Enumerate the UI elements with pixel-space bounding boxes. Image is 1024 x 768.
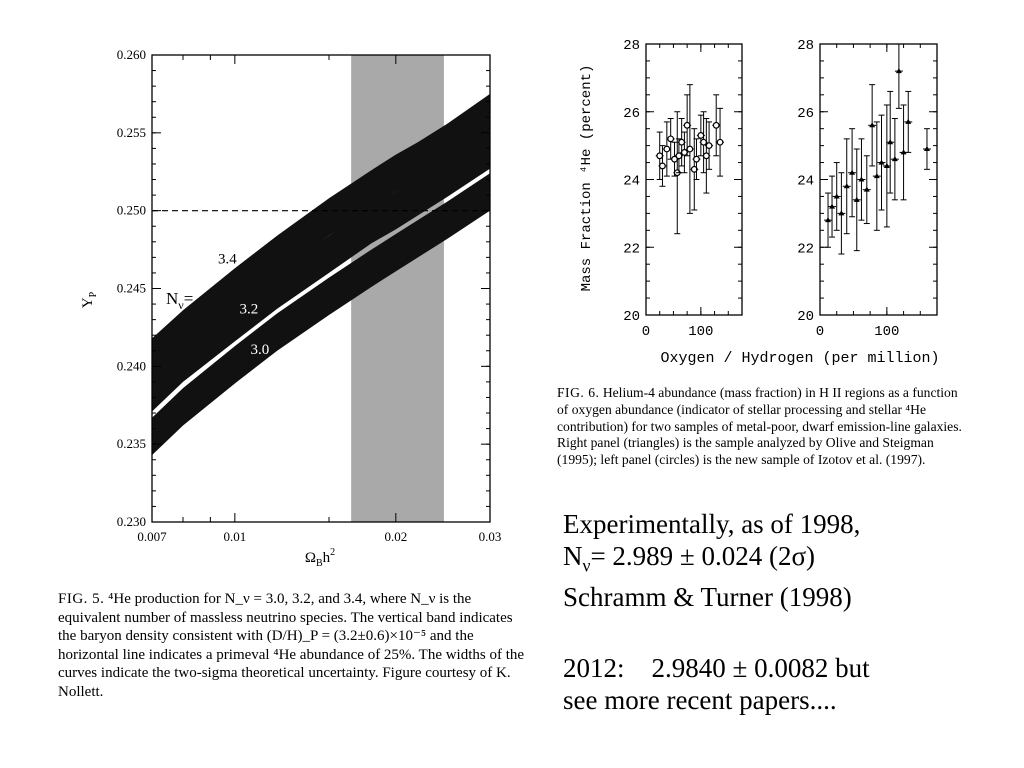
fig5-chart: 0.230 0.235 0.240 0.245 0.250 0.255 0.260 0.007… bbox=[80, 47, 502, 569]
data-point-circle bbox=[716, 138, 724, 146]
data-point-circle bbox=[690, 165, 698, 173]
fig5-nu-label: Nν= bbox=[166, 289, 193, 312]
data-point-triangle bbox=[833, 193, 840, 199]
data-point-circle bbox=[705, 142, 713, 150]
curve-nu-3.2 bbox=[152, 131, 490, 412]
curve-label-3.0: 3.0 bbox=[251, 342, 270, 358]
fig5-xlabel: ΩBh2 bbox=[305, 547, 335, 569]
data-point-circle bbox=[667, 135, 675, 143]
data-point-circle bbox=[675, 152, 683, 160]
data-point-circle bbox=[702, 152, 710, 160]
panel-frame bbox=[819, 43, 938, 316]
data-point-triangle bbox=[853, 196, 860, 202]
fig5-ylabel: YP bbox=[80, 291, 99, 308]
data-point-triangle bbox=[900, 149, 907, 155]
data-point-triangle bbox=[883, 162, 890, 168]
data-point-circle bbox=[663, 145, 671, 153]
data-point-circle bbox=[693, 155, 700, 163]
data-point-circle bbox=[712, 121, 720, 129]
data-point-circle bbox=[659, 162, 666, 170]
panel-ytick-label: 26 bbox=[623, 106, 640, 122]
fig5-ytick-label: 0.260 bbox=[117, 47, 146, 62]
data-point-circle bbox=[686, 145, 694, 153]
panel-ytick-label: 20 bbox=[623, 309, 640, 325]
panel-xtick-label: 100 bbox=[688, 324, 713, 340]
fig6-caption-label: FIG. 6. bbox=[557, 385, 600, 400]
data-point-circle bbox=[678, 138, 686, 146]
fig6-chart: 20 22 24 26 28 0 100 20 22 24 26 28 0 100 Mass Fract… bbox=[579, 38, 940, 367]
panel-ytick-label: 22 bbox=[797, 241, 814, 257]
fig6-ylabel: Mass Fraction ⁴He (percent) bbox=[579, 65, 595, 292]
curve-nu-3.4 bbox=[152, 93, 490, 376]
panel-ytick-label: 26 bbox=[797, 106, 814, 122]
panel-xtick-label: 100 bbox=[874, 324, 899, 340]
exp-line-1: Experimentally, as of 1998, bbox=[563, 509, 861, 539]
experimental-result-block: Experimentally, as of 1998, Nν= 2.989 ± … bbox=[563, 508, 1013, 613]
curve-nu-3.0 bbox=[152, 173, 490, 456]
curve-label-3.4: 3.4 bbox=[218, 252, 237, 268]
data-point-circle bbox=[680, 148, 688, 156]
fig6-xlabel: Oxygen / Hydrogen (per million) bbox=[660, 350, 939, 367]
panel-ytick-label: 28 bbox=[797, 38, 814, 54]
exp-line-3: Schramm & Turner (1998) bbox=[563, 582, 852, 613]
panel-ytick-label: 24 bbox=[623, 174, 640, 190]
fig6-left-panel: 20 22 24 26 28 0 100 bbox=[623, 38, 743, 340]
data-point-circle bbox=[683, 121, 691, 129]
fig5-ytick-label: 0.250 bbox=[117, 203, 146, 218]
data-point-circle bbox=[697, 132, 705, 139]
panel-ytick-label: 24 bbox=[797, 174, 814, 190]
recent-line-1: 2012: 2.9840 ± 0.0082 but bbox=[563, 653, 870, 683]
fig5-xtick-label: 0.02 bbox=[384, 529, 407, 544]
panel-ytick-label: 20 bbox=[797, 309, 814, 325]
fig5-ytick-label: 0.245 bbox=[117, 281, 146, 296]
data-point-triangle bbox=[863, 186, 870, 192]
data-point-triangle bbox=[887, 139, 894, 145]
data-point-triangle bbox=[858, 176, 865, 182]
data-point-triangle bbox=[869, 122, 876, 128]
data-point-triangle bbox=[838, 210, 845, 216]
panel-ytick-label: 22 bbox=[623, 241, 640, 257]
fig5-ytick-label: 0.230 bbox=[117, 514, 146, 529]
fig5-caption-text: ⁴He production for N_ν = 3.0, 3.2, and 3… bbox=[58, 591, 525, 700]
fig6-right-panel: 20 22 24 26 28 0 100 bbox=[797, 38, 938, 340]
data-point-triangle bbox=[895, 68, 902, 74]
fig5-plot-area: 0.230 0.235 0.240 0.245 0.250 0.255 0.260 0.007… bbox=[117, 47, 502, 544]
data-point-triangle bbox=[829, 203, 836, 209]
panel-xtick-label: 0 bbox=[816, 324, 824, 340]
panel-xtick-label: 0 bbox=[642, 324, 650, 340]
fig5-xtick-label: 0.007 bbox=[137, 529, 167, 544]
data-point-circle bbox=[700, 138, 708, 146]
fig6-caption: FIG. 6. Helium-4 abundance (mass fractio… bbox=[557, 385, 969, 469]
exp-line-2: Nν= 2.989 ± 0.024 (2σ) bbox=[563, 541, 816, 576]
fig5-ytick-label: 0.235 bbox=[117, 436, 146, 451]
fig5-caption: FIG. 5. ⁴He production for N_ν = 3.0, 3.… bbox=[58, 590, 528, 701]
data-point-triangle bbox=[923, 146, 930, 152]
fig5-ytick-label: 0.255 bbox=[117, 125, 146, 140]
fig5-ytick-label: 0.240 bbox=[117, 358, 146, 373]
data-point-triangle bbox=[825, 217, 832, 223]
data-point-triangle bbox=[878, 159, 885, 165]
fig5-caption-label: FIG. 5. bbox=[58, 591, 105, 607]
fig5-xtick-label: 0.01 bbox=[223, 529, 246, 544]
data-point-triangle bbox=[891, 156, 898, 162]
recent-line-2: see more recent papers.... bbox=[563, 685, 837, 715]
data-point-triangle bbox=[873, 173, 880, 179]
curve-label-3.2: 3.2 bbox=[239, 301, 258, 317]
data-point-triangle bbox=[905, 118, 912, 124]
panel-ytick-label: 28 bbox=[623, 38, 640, 54]
data-point-triangle bbox=[849, 169, 856, 175]
fig6-caption-text: Helium-4 abundance (mass fraction) in H … bbox=[557, 385, 962, 468]
data-point-triangle bbox=[843, 183, 850, 189]
recent-result-block: 2012: 2.9840 ± 0.0082 but see more recen… bbox=[563, 652, 1013, 716]
data-point-circle bbox=[656, 152, 664, 160]
fig5-xtick-label: 0.03 bbox=[479, 529, 502, 544]
